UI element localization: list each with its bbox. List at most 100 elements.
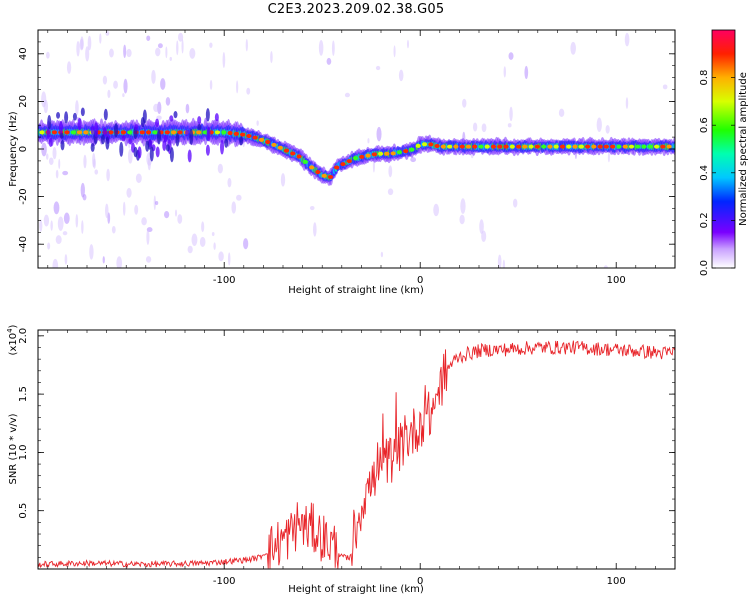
ridge-peak xyxy=(227,131,233,136)
noise-blob xyxy=(174,209,178,217)
noise-blob xyxy=(93,158,96,169)
noise-blob xyxy=(558,108,565,118)
band-streak xyxy=(134,124,139,131)
spectrogram-y-tick-label: 0 xyxy=(18,146,29,152)
noise-blob xyxy=(105,30,110,36)
noise-blob xyxy=(75,214,79,228)
spectrogram-y-tick-label: 20 xyxy=(18,95,29,108)
band-streak xyxy=(162,140,167,151)
noise-blob xyxy=(75,100,79,116)
noise-blob xyxy=(176,40,179,56)
band-streak xyxy=(137,146,142,159)
ridge-peak xyxy=(597,144,603,149)
noise-blob xyxy=(509,106,513,122)
ridge-peak xyxy=(359,154,365,159)
ridge-peak xyxy=(283,148,290,153)
snr-multiplier-close: ) xyxy=(8,324,19,328)
ridge-peak xyxy=(534,144,541,149)
spectrogram-marks xyxy=(38,30,675,268)
noise-blob xyxy=(169,56,172,61)
ridge-peak xyxy=(120,130,127,135)
ridge-peak xyxy=(472,144,478,149)
band-streak xyxy=(206,126,211,142)
band-streak xyxy=(48,137,53,147)
ridge-peak xyxy=(653,144,660,149)
noise-blob xyxy=(218,251,224,262)
snr-multiplier: (x104) xyxy=(6,324,19,355)
ridge-peak xyxy=(334,165,340,170)
ridge-peak xyxy=(409,147,415,152)
noise-blob xyxy=(43,214,50,227)
snr-y-ticks: 0.5 1.0 1.5 2.0 xyxy=(18,328,675,570)
ridge-peak xyxy=(371,152,377,157)
snr-multiplier-base: (x10 xyxy=(8,333,19,356)
noise-blob xyxy=(245,38,248,52)
noise-blob xyxy=(410,157,417,163)
band-streak xyxy=(77,117,82,131)
ridge-peak xyxy=(428,142,434,147)
noise-blob xyxy=(217,163,223,174)
band-streak xyxy=(214,113,219,122)
ridge-peak xyxy=(647,144,653,149)
noise-blob xyxy=(52,258,59,268)
band-streak xyxy=(103,108,108,121)
band-streak xyxy=(185,129,190,137)
noise-blob xyxy=(497,254,502,268)
noise-blob xyxy=(201,221,205,233)
snr-y-tick-label: 1.0 xyxy=(18,444,29,460)
ridge-peak xyxy=(309,165,315,170)
noise-blob xyxy=(367,138,370,144)
ridge-peak xyxy=(628,144,635,149)
colorbar-tick-label: 0.8 xyxy=(699,70,710,86)
band-streak xyxy=(128,138,133,145)
noise-blob xyxy=(211,231,215,237)
noise-blob xyxy=(113,80,118,89)
noise-blob xyxy=(344,92,350,98)
ridge-peak xyxy=(202,130,208,135)
band-streak xyxy=(148,139,153,148)
noise-blob xyxy=(83,154,87,169)
ridge-peak xyxy=(83,130,89,135)
spectrogram-x-tick-label: 100 xyxy=(607,275,626,286)
band-streak xyxy=(149,146,154,162)
noise-blob xyxy=(231,201,237,214)
band-streak xyxy=(114,123,119,138)
ridge-peak xyxy=(214,130,221,135)
ridge-peak xyxy=(566,144,572,149)
band-streak xyxy=(90,143,95,152)
snr-x-tick-label: 100 xyxy=(607,576,626,587)
noise-blob xyxy=(185,103,190,114)
snr-frame xyxy=(37,329,676,570)
figure-title: C2E3.2023.209.02.38.G05 xyxy=(267,2,445,17)
ridge-peak xyxy=(603,144,610,149)
noise-blob xyxy=(146,35,151,41)
noise-blob xyxy=(246,87,251,95)
noise-blob xyxy=(55,235,62,244)
noise-blob xyxy=(507,123,512,128)
noise-blob xyxy=(47,242,51,250)
noise-blob xyxy=(433,203,440,217)
noise-blob xyxy=(145,256,152,263)
band-streak xyxy=(155,146,160,158)
band-streak xyxy=(59,132,64,139)
noise-blob xyxy=(502,259,506,268)
snr-x-tick-label: 0 xyxy=(417,576,423,587)
noise-blob xyxy=(123,44,127,58)
ridge-peak xyxy=(384,151,390,156)
noise-blob xyxy=(81,220,84,234)
ridge-peak xyxy=(221,130,227,135)
noise-blob xyxy=(243,238,249,250)
noise-blob xyxy=(596,117,602,132)
noise-blob xyxy=(165,96,171,106)
noise-blob xyxy=(147,157,151,171)
noise-blob xyxy=(570,41,576,55)
ridge-peak xyxy=(403,149,409,154)
ridge-peak xyxy=(484,144,490,149)
ridge-peak xyxy=(584,144,591,149)
noise-blob xyxy=(107,89,111,99)
ridge-peak xyxy=(346,159,352,164)
noise-blob xyxy=(222,51,226,68)
ridge-peak xyxy=(528,144,534,149)
colorbar-tick-label: 0.2 xyxy=(699,212,710,228)
ridge-peak xyxy=(315,170,321,175)
